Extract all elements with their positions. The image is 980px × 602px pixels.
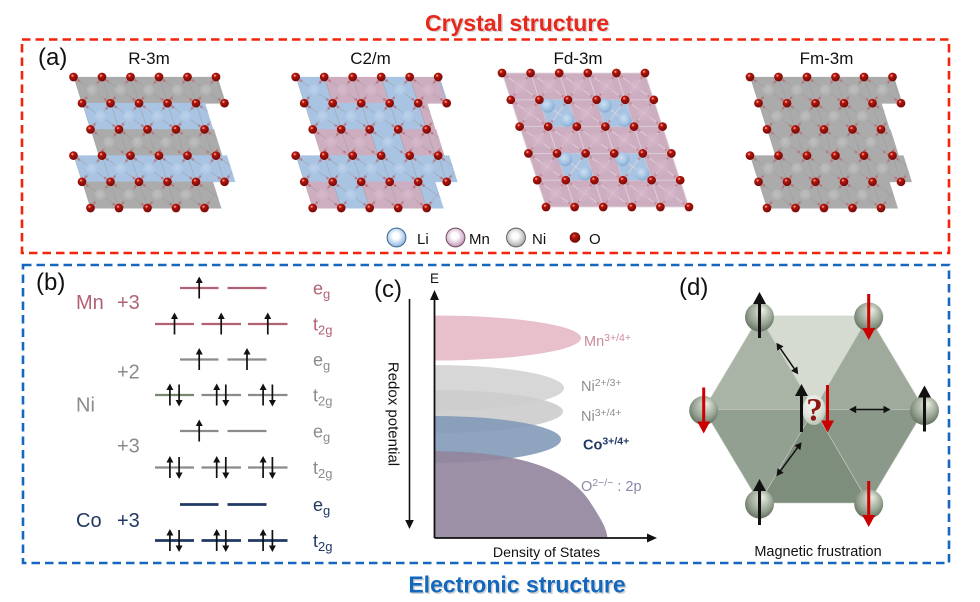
svg-text:t2g: t2g bbox=[313, 386, 332, 409]
svg-text:Electronic structure: Electronic structure bbox=[408, 572, 625, 598]
svg-text:C2/m: C2/m bbox=[350, 49, 391, 68]
svg-text:+3: +3 bbox=[117, 510, 140, 532]
svg-text:eg: eg bbox=[313, 279, 330, 302]
svg-text:t2g: t2g bbox=[313, 315, 332, 338]
svg-text:Co: Co bbox=[76, 510, 102, 532]
svg-text:Mn: Mn bbox=[469, 231, 490, 248]
svg-text:Density of States: Density of States bbox=[493, 545, 600, 561]
svg-text:Li: Li bbox=[417, 231, 429, 248]
svg-text:Magnetic frustration: Magnetic frustration bbox=[754, 544, 881, 560]
svg-text:t2g: t2g bbox=[313, 531, 332, 554]
svg-text:Co3+/4+: Co3+/4+ bbox=[583, 436, 629, 454]
svg-text:(a): (a) bbox=[38, 44, 67, 71]
svg-text:(c): (c) bbox=[374, 276, 402, 303]
svg-text:?: ? bbox=[806, 393, 823, 429]
svg-text:E: E bbox=[430, 271, 439, 286]
svg-text:eg: eg bbox=[313, 350, 330, 373]
svg-text:eg: eg bbox=[313, 422, 330, 445]
svg-text:+3: +3 bbox=[117, 292, 140, 314]
svg-text:Electronic structure: Electronic structure bbox=[410, 573, 627, 597]
svg-text:+3: +3 bbox=[117, 436, 140, 458]
svg-text:R-3m: R-3m bbox=[128, 49, 170, 68]
svg-text:Fm-3m: Fm-3m bbox=[800, 49, 854, 68]
svg-text:(b): (b) bbox=[36, 269, 65, 296]
svg-text:Ni: Ni bbox=[532, 231, 546, 248]
svg-text:Crystal structure: Crystal structure bbox=[425, 10, 609, 36]
svg-text:Mn: Mn bbox=[76, 292, 104, 314]
svg-text:Ni2+/3+: Ni2+/3+ bbox=[581, 377, 622, 395]
svg-text:+2: +2 bbox=[117, 362, 140, 384]
svg-text:Redox potential: Redox potential bbox=[385, 362, 402, 466]
svg-text:O2−/− : 2p: O2−/− : 2p bbox=[581, 477, 642, 495]
svg-text:Crystal structure: Crystal structure bbox=[426, 11, 610, 37]
svg-text:(d): (d) bbox=[679, 274, 708, 301]
svg-text:Mn3+/4+: Mn3+/4+ bbox=[584, 332, 631, 350]
svg-text:Ni: Ni bbox=[76, 395, 95, 417]
svg-text:O: O bbox=[589, 231, 601, 248]
svg-text:Fd-3m: Fd-3m bbox=[553, 49, 602, 68]
svg-text:t2g: t2g bbox=[313, 458, 332, 481]
svg-text:Ni3+/4+: Ni3+/4+ bbox=[581, 407, 622, 425]
svg-text:eg: eg bbox=[313, 495, 330, 518]
